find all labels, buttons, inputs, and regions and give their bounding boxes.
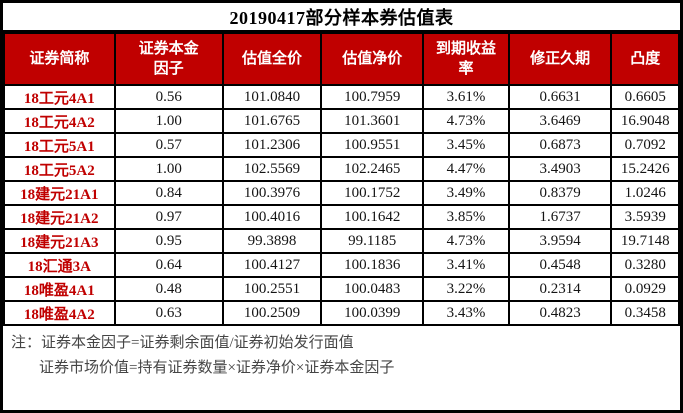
bond-name-cell: 18工元4A2 <box>3 108 116 134</box>
value-cell: 0.3458 <box>610 300 680 326</box>
value-cell: 0.0929 <box>610 276 680 302</box>
value-cell: 100.7959 <box>320 84 425 110</box>
value-cell: 0.4823 <box>507 300 613 326</box>
table-row: 18工元5A2 1.00 102.5569 102.2465 4.47% 3.4903 15… <box>3 156 680 182</box>
table-header-row: 证券简称 证券本金 因子 估值全价 估值净价 到期收益 率修正久期 凸度 <box>3 32 680 86</box>
value-cell: 100.9551 <box>320 132 425 158</box>
value-cell: 101.2306 <box>221 132 323 158</box>
value-cell: 0.97 <box>113 204 224 230</box>
value-cell: 3.61% <box>422 84 510 110</box>
value-cell: 100.2509 <box>221 300 323 326</box>
column-header: 到期收益 率 <box>422 32 510 86</box>
value-cell: 3.9594 <box>507 228 613 254</box>
value-cell: 1.00 <box>113 156 224 182</box>
value-cell: 3.4903 <box>507 156 613 182</box>
value-cell: 3.41% <box>422 252 510 278</box>
value-cell: 3.6469 <box>507 108 613 134</box>
bond-name-cell: 18建元21A2 <box>3 204 116 230</box>
column-header: 证券简称 <box>3 32 116 86</box>
value-cell: 0.8379 <box>507 180 613 206</box>
column-header: 估值全价 <box>221 32 323 86</box>
bond-table: 证券简称 证券本金 因子 估值全价 估值净价 到期收益 率修正久期 凸度 18工元4A1 0… <box>3 32 680 326</box>
column-header: 估值净价 <box>320 32 425 86</box>
table-row: 18工元4A1 0.56 101.0840 100.7959 3.61% 0.6631 0.… <box>3 84 680 110</box>
value-cell: 3.45% <box>422 132 510 158</box>
table-row: 18唯盈4A2 0.63 100.2509 100.0399 3.43% 0.4823 0.… <box>3 300 680 326</box>
value-cell: 16.9048 <box>610 108 680 134</box>
note-line-1: 注：证券本金因子=证券剩余面值/证券初始发行面值 <box>11 331 674 356</box>
value-cell: 0.3280 <box>610 252 680 278</box>
bond-name-cell: 18工元5A2 <box>3 156 116 182</box>
table-title: 20190417部分样本券估值表 <box>3 3 680 32</box>
column-header: 修正久期 <box>507 32 613 86</box>
value-cell: 99.3898 <box>221 228 323 254</box>
column-header: 凸度 <box>610 32 680 86</box>
value-cell: 100.1836 <box>320 252 425 278</box>
note-text-1: 证券本金因子=证券剩余面值/证券初始发行面值 <box>41 335 354 351</box>
value-cell: 3.49% <box>422 180 510 206</box>
value-cell: 0.6605 <box>610 84 680 110</box>
value-cell: 100.3976 <box>221 180 323 206</box>
value-cell: 101.6765 <box>221 108 323 134</box>
value-cell: 4.73% <box>422 228 510 254</box>
value-cell: 100.0483 <box>320 276 425 302</box>
value-cell: 100.1752 <box>320 180 425 206</box>
value-cell: 0.63 <box>113 300 224 326</box>
value-cell: 0.2314 <box>507 276 613 302</box>
column-header: 证券本金 因子 <box>113 32 224 86</box>
bond-name-cell: 18工元4A1 <box>3 84 116 110</box>
table-row: 18工元4A2 1.00 101.6765 101.3601 4.73% 3.6469 16… <box>3 108 680 134</box>
value-cell: 100.2551 <box>221 276 323 302</box>
value-cell: 1.00 <box>113 108 224 134</box>
value-cell: 1.6737 <box>507 204 613 230</box>
value-cell: 15.2426 <box>610 156 680 182</box>
value-cell: 100.0399 <box>320 300 425 326</box>
value-cell: 3.5939 <box>610 204 680 230</box>
table-row: 18建元21A3 0.95 99.3898 99.1185 4.73% 3.9594 19.… <box>3 228 680 254</box>
value-cell: 0.56 <box>113 84 224 110</box>
notes-section: 注：证券本金因子=证券剩余面值/证券初始发行面值 证券市场价值=持有证券数量×证… <box>3 326 680 410</box>
value-cell: 4.47% <box>422 156 510 182</box>
value-cell: 4.73% <box>422 108 510 134</box>
table-row: 18汇通3A 0.64 100.4127 100.1836 3.41% 0.4548 0.3… <box>3 252 680 278</box>
table-row: 18建元21A2 0.97 100.4016 100.1642 3.85% 1.6737 3… <box>3 204 680 230</box>
value-cell: 1.0246 <box>610 180 680 206</box>
bond-name-cell: 18唯盈4A2 <box>3 300 116 326</box>
value-cell: 0.84 <box>113 180 224 206</box>
value-cell: 100.4016 <box>221 204 323 230</box>
bond-name-cell: 18唯盈4A1 <box>3 276 116 302</box>
value-cell: 19.7148 <box>610 228 680 254</box>
bond-name-cell: 18建元21A3 <box>3 228 116 254</box>
value-cell: 102.2465 <box>320 156 425 182</box>
value-cell: 100.4127 <box>221 252 323 278</box>
value-cell: 101.0840 <box>221 84 323 110</box>
table-row: 18工元5A1 0.57 101.2306 100.9551 3.45% 0.6873 0.… <box>3 132 680 158</box>
value-cell: 0.64 <box>113 252 224 278</box>
table-row: 18建元21A1 0.84 100.3976 100.1752 3.49% 0.8379 1… <box>3 180 680 206</box>
bond-name-cell: 18工元5A1 <box>3 132 116 158</box>
value-cell: 0.95 <box>113 228 224 254</box>
value-cell: 3.85% <box>422 204 510 230</box>
value-cell: 100.1642 <box>320 204 425 230</box>
bond-name-cell: 18建元21A1 <box>3 180 116 206</box>
note-label: 注： <box>11 335 42 351</box>
value-cell: 0.6873 <box>507 132 613 158</box>
value-cell: 0.7092 <box>610 132 680 158</box>
value-cell: 0.57 <box>113 132 224 158</box>
table-row: 18唯盈4A1 0.48 100.2551 100.0483 3.22% 0.2314 0.… <box>3 276 680 302</box>
value-cell: 101.3601 <box>320 108 425 134</box>
value-cell: 99.1185 <box>320 228 425 254</box>
value-cell: 0.48 <box>113 276 224 302</box>
value-cell: 3.43% <box>422 300 510 326</box>
value-cell: 102.5569 <box>221 156 323 182</box>
note-line-2: 证券市场价值=持有证券数量×证券净价×证券本金因子 <box>39 360 395 376</box>
value-cell: 0.4548 <box>507 252 613 278</box>
bond-name-cell: 18汇通3A <box>3 252 116 278</box>
value-cell: 0.6631 <box>507 84 613 110</box>
value-cell: 3.22% <box>422 276 510 302</box>
